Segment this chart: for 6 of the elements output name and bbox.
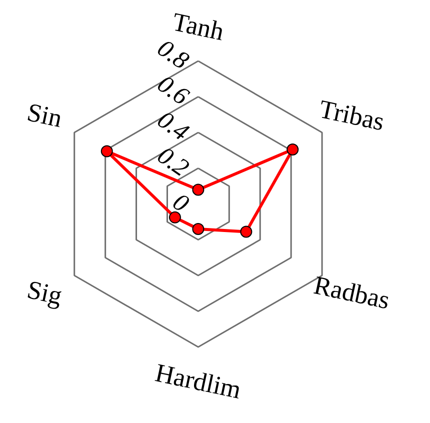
spoke-label: Sig	[24, 274, 65, 310]
spoke-label: Radbas	[311, 270, 392, 315]
y-tick-label: 0	[168, 188, 194, 218]
spoke-label: Tribas	[316, 94, 387, 136]
spoke-label: Sin	[24, 98, 65, 134]
spoke-label: Hardlim	[152, 358, 244, 405]
